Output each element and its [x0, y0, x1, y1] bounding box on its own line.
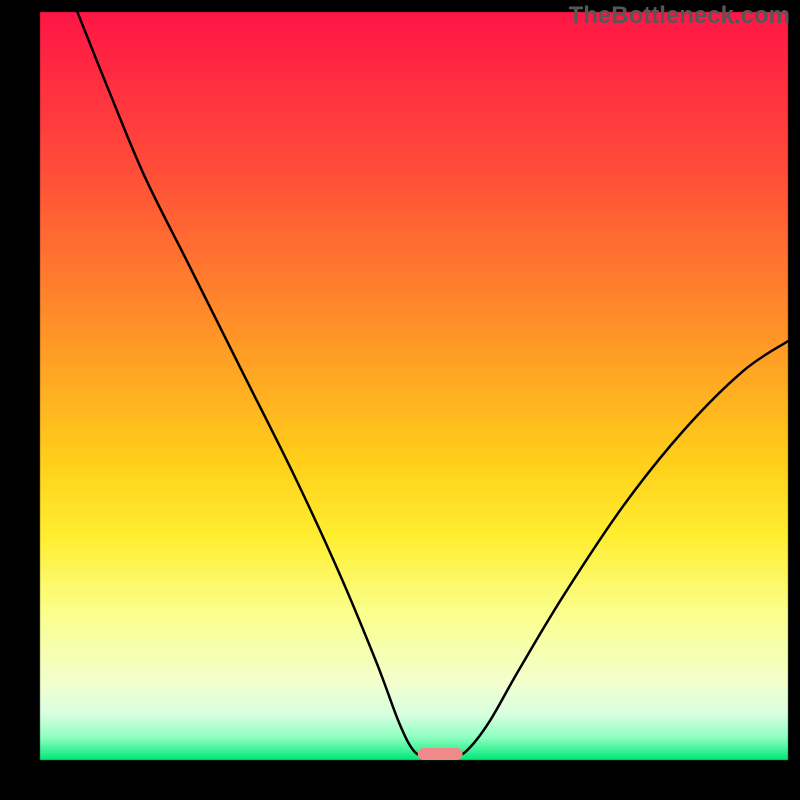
- chart-plot: [0, 0, 800, 800]
- chart-root: TheBottleneck.com: [0, 0, 800, 800]
- watermark-text: TheBottleneck.com: [569, 2, 790, 30]
- bottleneck-curve: [77, 12, 788, 758]
- optimal-marker: [418, 748, 463, 760]
